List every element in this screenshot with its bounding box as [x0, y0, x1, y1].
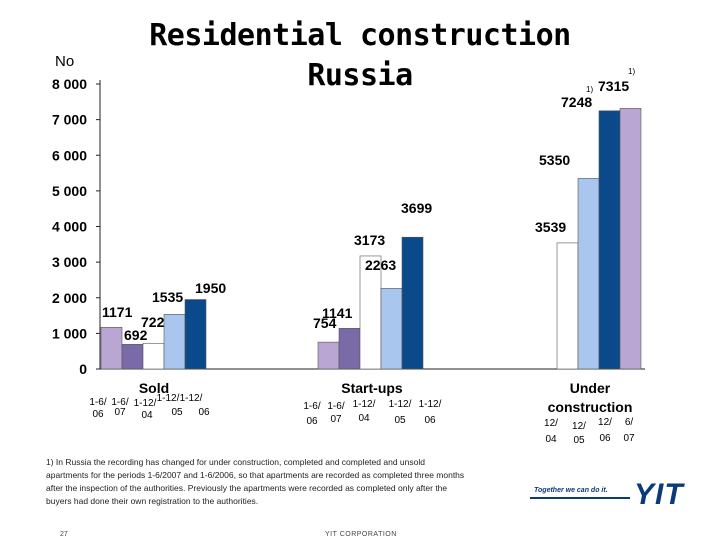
logo-text: YIT — [634, 478, 684, 511]
period-label: 1-12/ — [180, 393, 203, 404]
chart-title: Residential construction Russia — [120, 16, 600, 96]
period-label: 06 — [599, 433, 611, 444]
period-label: 12/ — [598, 417, 612, 428]
y-tick-label: 0 — [79, 361, 87, 377]
period-label: 07 — [330, 414, 342, 425]
data-label: 1535 — [152, 289, 183, 305]
y-tick-label: 7 000 — [52, 112, 87, 128]
period-label: 07 — [114, 407, 126, 418]
y-tick-label: 5 000 — [52, 183, 87, 199]
period-label: 1-12/ — [353, 399, 376, 410]
y-tick-label: 4 000 — [52, 219, 87, 235]
y-tick-label: 2 000 — [52, 290, 87, 306]
bar — [338, 328, 361, 370]
data-label-note: 1) — [628, 67, 635, 76]
bar — [577, 178, 600, 370]
data-label: 5350 — [539, 152, 570, 168]
bar — [100, 326, 123, 370]
y-axis-label: No — [55, 53, 75, 70]
footnote: 1) In Russia the recording has changed f… — [46, 457, 465, 506]
data-label: 7248 — [561, 94, 592, 110]
period-label: 04 — [141, 410, 153, 421]
bar — [142, 342, 165, 370]
y-tick-label: 8 000 — [52, 76, 87, 92]
period-label: 1-12/ — [134, 398, 157, 409]
period-label: 06 — [198, 407, 210, 418]
period-label: 07 — [623, 433, 635, 444]
bar — [598, 110, 621, 370]
company-name: YIT CORPORATION — [325, 531, 397, 538]
brand-logo: Together we can do it. YIT — [530, 478, 710, 511]
period-label: 1-12/ — [419, 399, 442, 410]
bar — [184, 299, 207, 370]
group-label: Under — [570, 380, 611, 396]
period-label: 1-6/ — [327, 401, 344, 412]
bar-chart: 0 1 000 2 000 3 000 4 000 5 000 6 000 7 000 8 00… — [52, 67, 645, 446]
page-number: 27 — [60, 531, 68, 538]
period-label: 1-12/ — [157, 393, 180, 404]
bar — [317, 341, 340, 370]
data-label: 1171 — [102, 304, 133, 320]
period-label: 12/ — [572, 421, 586, 432]
period-label: 1-6/ — [303, 401, 320, 412]
group-label: construction — [548, 399, 633, 415]
data-label: 2263 — [365, 257, 396, 273]
bar — [163, 314, 186, 370]
data-label: 722 — [141, 314, 165, 330]
data-label: 1141 — [322, 305, 353, 321]
period-label: 06 — [424, 415, 436, 426]
data-label-note: 1) — [586, 85, 593, 94]
data-label: 1950 — [195, 280, 226, 296]
period-label: 06 — [306, 416, 318, 427]
period-label: 6/ — [625, 417, 634, 428]
period-label: 06 — [92, 409, 104, 420]
period-label: 05 — [394, 415, 406, 426]
period-label: 1-12/ — [389, 399, 412, 410]
group-label: Start-ups — [341, 380, 403, 396]
period-label: 1-6/ — [89, 397, 106, 408]
logo-bar — [530, 497, 630, 499]
period-label: 05 — [171, 407, 183, 418]
data-label: 3173 — [354, 232, 385, 248]
bar — [121, 344, 144, 370]
bar — [401, 236, 424, 370]
data-label: 3699 — [401, 200, 432, 216]
period-label: 04 — [358, 413, 370, 424]
title-line-1: Residential construction — [149, 18, 571, 53]
period-label: 05 — [573, 435, 585, 446]
y-tick-label: 3 000 — [52, 254, 87, 270]
data-label: 754 — [313, 315, 337, 331]
y-tick-label: 1 000 — [52, 325, 87, 341]
tagline: Together we can do it. — [534, 487, 608, 494]
y-tick-label: 6 000 — [52, 147, 87, 163]
period-label: 12/ — [544, 418, 558, 429]
group-label: Sold — [139, 380, 169, 396]
title-line-2: Russia — [307, 58, 413, 93]
period-label: 1-6/ — [111, 397, 128, 408]
bar — [619, 108, 642, 370]
bar — [380, 288, 403, 370]
data-label: 3539 — [535, 219, 566, 235]
bar — [556, 242, 579, 370]
data-label: 692 — [124, 327, 148, 343]
data-label: 7315 — [598, 78, 629, 94]
period-label: 04 — [545, 434, 557, 445]
